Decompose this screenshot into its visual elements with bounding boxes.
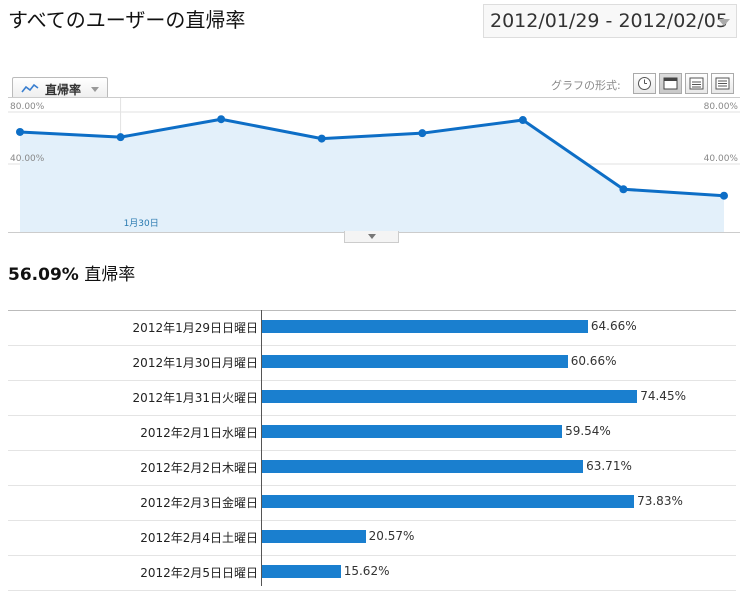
bar-value-label: 64.66% xyxy=(590,319,637,333)
table-axis-line xyxy=(261,310,262,586)
chart-collapse-handle[interactable] xyxy=(344,231,399,243)
caret-down-icon[interactable] xyxy=(91,87,99,92)
row-date-label: 2012年1月29日日曜日 xyxy=(132,321,258,335)
bar-value-label: 60.66% xyxy=(570,354,617,368)
y-tick-label-left: 80.00% xyxy=(10,102,45,112)
y-tick-label-right: 80.00% xyxy=(704,102,739,112)
format-table-button[interactable] xyxy=(685,73,708,94)
data-point xyxy=(418,129,427,138)
table-row: 2012年2月1日水曜日 59.54% xyxy=(8,416,736,451)
line-chart-svg: 80.00% 80.00% 40.00% 40.00% 1月30日 xyxy=(8,98,740,232)
bar-value-label: 20.57% xyxy=(368,529,415,543)
summary-metric: 56.09% 直帰率 xyxy=(8,260,135,285)
motion-chart-icon xyxy=(663,77,678,90)
table-row: 2012年2月2日木曜日 63.71% xyxy=(8,451,736,486)
bar xyxy=(262,355,568,368)
x-tick-label: 1月30日 xyxy=(124,218,159,229)
data-point xyxy=(16,127,24,136)
graph-format-label: グラフの形式: xyxy=(551,79,621,92)
bar-value-label: 73.83% xyxy=(637,494,683,508)
bounce-rate-table: 2012年1月29日日曜日 64.66% 2012年1月30日月曜日 60.66% 20… xyxy=(8,310,736,591)
bar xyxy=(262,425,563,438)
summary-label: 直帰率 xyxy=(84,265,136,285)
bar xyxy=(262,495,635,508)
row-date-label: 2012年2月1日水曜日 xyxy=(140,426,258,440)
date-range-picker[interactable]: 2012/01/29 - 2012/02/05 xyxy=(483,4,737,38)
list-icon xyxy=(715,77,730,90)
bar xyxy=(262,530,366,543)
table-row: 2012年2月5日日曜日 15.62% xyxy=(8,556,736,591)
y-tick-label-left: 40.00% xyxy=(10,154,45,164)
summary-value: 56.09% xyxy=(8,265,79,285)
line-chart-area: 80.00% 80.00% 40.00% 40.00% 1月30日 xyxy=(8,97,740,233)
bar-value-label: 15.62% xyxy=(343,564,390,578)
data-point xyxy=(619,185,628,194)
bar-value-label: 59.54% xyxy=(565,424,611,438)
bar xyxy=(262,565,341,578)
row-date-label: 2012年2月2日木曜日 xyxy=(140,461,258,475)
table-row: 2012年1月31日火曜日 74.45% xyxy=(8,381,736,416)
table-icon xyxy=(689,77,704,90)
data-point xyxy=(217,115,226,124)
format-list-button[interactable] xyxy=(711,73,734,94)
bar xyxy=(262,320,588,333)
format-clock-button[interactable] xyxy=(633,73,656,94)
area-fill xyxy=(20,119,724,232)
page-title: すべてのユーザーの直帰率 xyxy=(8,8,246,32)
row-date-label: 2012年1月30日月曜日 xyxy=(132,356,258,370)
data-point xyxy=(116,133,125,142)
bar-value-label: 63.71% xyxy=(586,459,632,473)
data-point xyxy=(317,134,326,143)
row-date-label: 2012年2月4日土曜日 xyxy=(140,531,258,545)
bar-value-label: 74.45% xyxy=(640,389,686,403)
table-row: 2012年1月29日日曜日 64.66% xyxy=(8,311,736,346)
row-date-label: 2012年1月31日火曜日 xyxy=(132,391,258,405)
table-row: 2012年1月30日月曜日 60.66% xyxy=(8,346,736,381)
bar xyxy=(262,460,584,473)
row-date-label: 2012年2月3日金曜日 xyxy=(140,496,258,510)
series-line xyxy=(19,117,725,198)
y-tick-label-right: 40.00% xyxy=(704,154,739,164)
table-row: 2012年2月4日土曜日 20.57% xyxy=(8,521,736,556)
line-chart-icon xyxy=(21,83,39,93)
date-range-text: 2012/01/29 - 2012/02/05 xyxy=(490,10,728,32)
metric-tab[interactable]: 直帰率 xyxy=(12,77,108,98)
table-row: 2012年2月3日金曜日 73.83% xyxy=(8,486,736,521)
chevron-down-icon[interactable] xyxy=(718,19,730,26)
format-motion-button[interactable] xyxy=(659,73,682,94)
data-point xyxy=(720,191,728,200)
metric-tab-label: 直帰率 xyxy=(45,83,82,97)
collapse-arrow-icon xyxy=(368,234,376,239)
row-date-label: 2012年2月5日日曜日 xyxy=(140,566,258,580)
clock-icon xyxy=(638,77,651,90)
bar xyxy=(262,390,638,403)
data-point xyxy=(518,116,527,125)
